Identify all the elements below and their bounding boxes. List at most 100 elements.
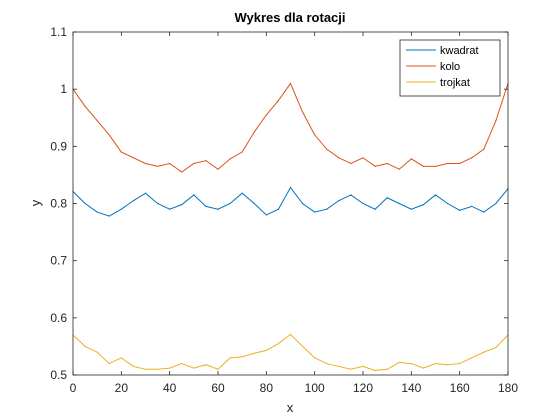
data-point-kwadrat bbox=[289, 186, 292, 189]
data-point-kolo bbox=[84, 105, 86, 107]
data-point-trojkat bbox=[132, 365, 135, 368]
data-point-trojkat bbox=[217, 368, 219, 370]
plot-frame bbox=[72, 31, 509, 376]
data-point-trojkat bbox=[495, 346, 497, 349]
data-point-kolo bbox=[459, 162, 461, 165]
data-point-kwadrat bbox=[120, 208, 122, 210]
data-point-kolo bbox=[338, 157, 340, 159]
legend: kwadrat kolo trojkat bbox=[399, 39, 501, 97]
data-point-trojkat bbox=[398, 361, 400, 364]
data-point-trojkat bbox=[326, 362, 328, 365]
data-point-kwadrat bbox=[169, 208, 171, 210]
series-trojkat bbox=[72, 333, 509, 372]
data-point-kwadrat bbox=[338, 200, 340, 202]
data-point-kwadrat bbox=[434, 194, 437, 196]
data-point-kwadrat bbox=[410, 208, 412, 210]
data-point-trojkat bbox=[362, 365, 364, 368]
y-tick-label: 0.8 bbox=[50, 197, 67, 211]
data-point-kwadrat bbox=[181, 204, 183, 206]
data-point-trojkat bbox=[410, 362, 412, 365]
data-point-kwadrat bbox=[265, 214, 267, 216]
data-point-kolo bbox=[326, 148, 328, 150]
data-point-kwadrat bbox=[205, 205, 207, 207]
y-tick-label: 0.5 bbox=[50, 368, 67, 382]
data-point-kwadrat bbox=[84, 202, 86, 205]
x-tick-label: 60 bbox=[211, 381, 225, 395]
data-point-kolo bbox=[144, 162, 147, 165]
data-point-kolo bbox=[120, 151, 122, 153]
data-point-kolo bbox=[314, 134, 316, 136]
x-axis-label: x bbox=[287, 400, 294, 415]
data-point-kwadrat bbox=[326, 208, 328, 210]
y-tick-label: 1 bbox=[60, 82, 67, 96]
data-point-kolo bbox=[471, 157, 473, 159]
data-point-kolo bbox=[193, 162, 195, 165]
data-point-trojkat bbox=[144, 368, 147, 370]
data-point-kolo bbox=[434, 165, 437, 167]
data-point-kolo bbox=[410, 158, 412, 160]
data-point-trojkat bbox=[108, 362, 110, 365]
data-point-kwadrat bbox=[386, 197, 388, 199]
data-point-kolo bbox=[362, 157, 364, 159]
x-tick-label: 20 bbox=[115, 381, 129, 395]
x-tick-label: 0 bbox=[70, 381, 77, 395]
legend-label: kolo bbox=[440, 61, 460, 73]
data-point-kwadrat bbox=[301, 202, 304, 205]
data-point-kwadrat bbox=[96, 211, 98, 213]
x-tick-label: 100 bbox=[305, 381, 325, 395]
data-point-kolo bbox=[241, 151, 243, 153]
data-point-trojkat bbox=[434, 362, 437, 365]
data-point-trojkat bbox=[253, 352, 255, 354]
data-point-kwadrat bbox=[193, 194, 195, 196]
data-point-kwadrat bbox=[398, 202, 400, 205]
data-point-kwadrat bbox=[277, 208, 280, 210]
data-point-kwadrat bbox=[144, 192, 147, 194]
data-point-kolo bbox=[350, 162, 352, 165]
data-point-kolo bbox=[277, 100, 280, 102]
y-tick-label: 0.9 bbox=[50, 139, 67, 153]
data-point-kwadrat bbox=[422, 204, 425, 206]
data-point-kolo bbox=[386, 162, 388, 165]
data-point-kwadrat bbox=[156, 202, 159, 205]
data-point-kolo bbox=[253, 131, 255, 133]
data-point-trojkat bbox=[289, 333, 292, 336]
data-point-trojkat bbox=[241, 356, 243, 358]
data-point-trojkat bbox=[96, 351, 98, 353]
data-point-trojkat bbox=[265, 349, 267, 352]
data-point-kolo bbox=[398, 168, 400, 170]
data-point-kwadrat bbox=[495, 202, 497, 205]
data-point-trojkat bbox=[229, 357, 231, 359]
data-point-kwadrat bbox=[483, 211, 485, 213]
legend-item-kolo: kolo bbox=[406, 61, 460, 73]
data-point-trojkat bbox=[422, 367, 425, 369]
data-point-trojkat bbox=[374, 369, 376, 372]
y-tick-label: 0.7 bbox=[50, 254, 67, 268]
data-point-kwadrat bbox=[362, 202, 364, 205]
y-axis-label: y bbox=[28, 199, 43, 206]
data-point-kwadrat bbox=[459, 209, 461, 211]
x-tick-label: 80 bbox=[260, 381, 274, 395]
data-point-kwadrat bbox=[374, 208, 376, 210]
data-point-kolo bbox=[422, 165, 425, 167]
data-point-trojkat bbox=[338, 365, 340, 368]
data-point-kolo bbox=[217, 168, 219, 170]
data-point-kwadrat bbox=[241, 192, 243, 194]
legend-label: kwadrat bbox=[440, 45, 479, 57]
data-point-trojkat bbox=[193, 367, 195, 369]
data-point-kolo bbox=[265, 114, 267, 116]
data-point-kwadrat bbox=[108, 215, 110, 217]
x-tick-label: 140 bbox=[401, 381, 421, 395]
y-tick-label: 0.6 bbox=[50, 311, 67, 325]
data-point-trojkat bbox=[84, 345, 86, 348]
data-point-trojkat bbox=[120, 357, 122, 359]
chart-title: Wykres dla rotacji bbox=[234, 10, 345, 25]
y-tick-label: 1.1 bbox=[50, 25, 67, 39]
data-point-kolo bbox=[181, 171, 183, 173]
data-point-kwadrat bbox=[253, 202, 255, 205]
data-point-trojkat bbox=[181, 362, 183, 365]
data-point-kolo bbox=[96, 120, 98, 122]
data-point-kwadrat bbox=[471, 205, 473, 207]
x-tick-label: 180 bbox=[498, 381, 518, 395]
series-layer bbox=[72, 82, 509, 372]
